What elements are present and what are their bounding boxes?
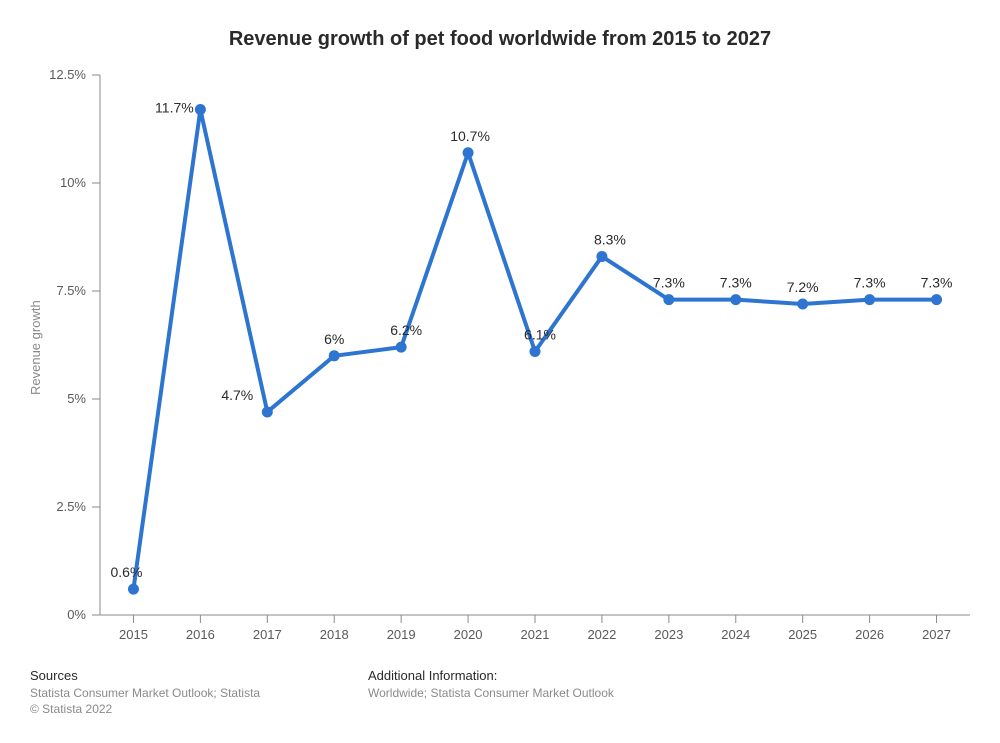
- svg-text:2022: 2022: [587, 627, 616, 642]
- svg-text:2015: 2015: [119, 627, 148, 642]
- svg-text:12.5%: 12.5%: [49, 67, 86, 82]
- svg-text:2026: 2026: [855, 627, 884, 642]
- svg-text:2024: 2024: [721, 627, 750, 642]
- svg-text:2017: 2017: [253, 627, 282, 642]
- sources-text-2: © Statista 2022: [30, 701, 368, 717]
- svg-text:7.3%: 7.3%: [854, 275, 886, 291]
- svg-text:7.5%: 7.5%: [56, 283, 86, 298]
- svg-text:2027: 2027: [922, 627, 951, 642]
- sources-text-1: Statista Consumer Market Outlook; Statis…: [30, 685, 368, 701]
- svg-text:6.2%: 6.2%: [390, 322, 422, 338]
- svg-text:2021: 2021: [521, 627, 550, 642]
- sources-heading: Sources: [30, 668, 368, 683]
- svg-text:2019: 2019: [387, 627, 416, 642]
- svg-text:10.7%: 10.7%: [450, 128, 490, 144]
- svg-text:11.7%: 11.7%: [155, 100, 194, 116]
- chart-footer: Sources Statista Consumer Market Outlook…: [30, 668, 1000, 717]
- svg-text:2023: 2023: [654, 627, 683, 642]
- additional-heading: Additional Information:: [368, 668, 614, 683]
- svg-text:2.5%: 2.5%: [56, 499, 86, 514]
- svg-text:2025: 2025: [788, 627, 817, 642]
- svg-text:2020: 2020: [454, 627, 483, 642]
- footer-additional: Additional Information: Worldwide; Stati…: [368, 668, 614, 717]
- svg-text:6.1%: 6.1%: [524, 326, 556, 342]
- chart-container: { "chart": { "type": "line", "title": "R…: [0, 0, 1000, 743]
- svg-text:6%: 6%: [324, 331, 344, 347]
- svg-text:0.6%: 0.6%: [111, 564, 143, 580]
- footer-sources: Sources Statista Consumer Market Outlook…: [30, 668, 368, 717]
- additional-text-1: Worldwide; Statista Consumer Market Outl…: [368, 685, 614, 701]
- svg-text:2016: 2016: [186, 627, 215, 642]
- svg-text:7.2%: 7.2%: [787, 279, 819, 295]
- svg-text:7.3%: 7.3%: [720, 275, 752, 291]
- svg-text:4.7%: 4.7%: [221, 387, 253, 403]
- svg-text:5%: 5%: [67, 391, 86, 406]
- line-chart: 0% 2.5% 5% 7.5% 10% 12.5% 2015 2016 2017 2018 2019…: [0, 0, 1000, 660]
- svg-text:7.3%: 7.3%: [653, 275, 685, 291]
- svg-text:8.3%: 8.3%: [594, 231, 626, 247]
- svg-text:7.3%: 7.3%: [921, 275, 953, 291]
- svg-text:0%: 0%: [67, 607, 86, 622]
- svg-text:2018: 2018: [320, 627, 349, 642]
- svg-text:10%: 10%: [60, 175, 86, 190]
